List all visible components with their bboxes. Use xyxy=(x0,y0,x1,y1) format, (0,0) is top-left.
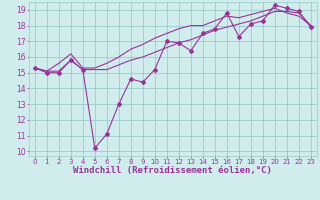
X-axis label: Windchill (Refroidissement éolien,°C): Windchill (Refroidissement éolien,°C) xyxy=(73,166,272,175)
